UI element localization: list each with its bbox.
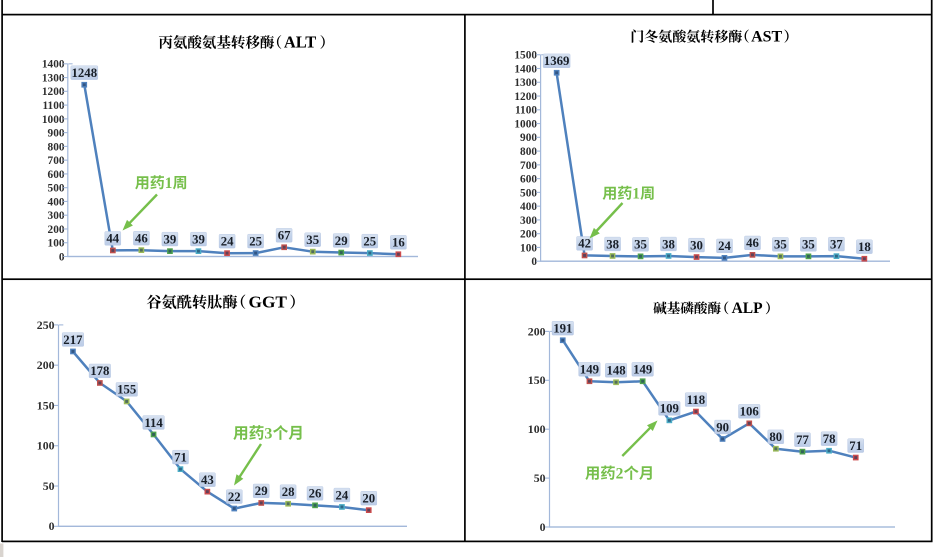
svg-text:1300: 1300: [42, 73, 65, 85]
svg-text:106: 106: [740, 405, 760, 419]
svg-text:0: 0: [49, 519, 55, 533]
svg-text:18: 18: [858, 240, 871, 254]
svg-text:114: 114: [144, 416, 163, 430]
svg-text:100: 100: [528, 422, 546, 436]
svg-text:191: 191: [553, 322, 572, 336]
svg-text:600: 600: [520, 174, 537, 186]
svg-text:25: 25: [363, 234, 376, 248]
svg-text:800: 800: [48, 141, 65, 153]
svg-text:700: 700: [520, 160, 537, 172]
svg-text:42: 42: [578, 237, 591, 251]
svg-text:1100: 1100: [43, 100, 65, 112]
svg-text:2: 2: [616, 466, 624, 483]
svg-text:700: 700: [48, 155, 65, 167]
svg-text:16: 16: [392, 236, 405, 250]
svg-text:900: 900: [48, 128, 65, 140]
svg-text:100: 100: [520, 242, 537, 254]
svg-text:1369: 1369: [544, 54, 570, 68]
svg-text:149: 149: [580, 363, 599, 377]
svg-text:1100: 1100: [515, 105, 537, 117]
svg-text:178: 178: [90, 364, 109, 378]
svg-text:1200: 1200: [42, 86, 65, 98]
svg-text:1: 1: [165, 175, 173, 192]
svg-text:28: 28: [282, 485, 295, 499]
svg-text:20: 20: [362, 492, 375, 506]
svg-text:24: 24: [221, 235, 234, 249]
svg-text:1000: 1000: [42, 114, 65, 126]
svg-text:24: 24: [718, 239, 731, 253]
svg-text:150: 150: [37, 398, 55, 412]
svg-text:37: 37: [830, 237, 843, 251]
svg-text:22: 22: [228, 490, 241, 504]
svg-text:30: 30: [690, 238, 703, 252]
svg-text:148: 148: [606, 364, 625, 378]
svg-text:217: 217: [63, 333, 83, 347]
svg-text:900: 900: [520, 132, 537, 144]
svg-text:80: 80: [769, 430, 782, 444]
svg-text:1500: 1500: [514, 50, 537, 62]
svg-text:118: 118: [687, 393, 706, 407]
svg-text:71: 71: [849, 439, 862, 453]
svg-text:35: 35: [774, 238, 787, 252]
svg-text:39: 39: [192, 232, 205, 246]
svg-text:38: 38: [662, 237, 675, 251]
svg-text:300: 300: [48, 210, 65, 222]
svg-text:71: 71: [174, 450, 187, 464]
svg-text:155: 155: [117, 383, 136, 397]
svg-text:109: 109: [660, 402, 679, 416]
svg-text:500: 500: [48, 183, 65, 195]
svg-text:67: 67: [278, 229, 291, 243]
svg-text:200: 200: [520, 229, 537, 241]
svg-text:150: 150: [528, 373, 546, 387]
svg-text:1: 1: [632, 186, 640, 203]
svg-text:50: 50: [43, 479, 55, 493]
svg-text:AST: AST: [751, 29, 782, 46]
svg-text:100: 100: [37, 439, 55, 453]
svg-text:1300: 1300: [514, 77, 537, 89]
svg-text:ALP: ALP: [732, 300, 764, 317]
svg-text:38: 38: [606, 237, 619, 251]
svg-text:25: 25: [249, 234, 262, 248]
svg-text:46: 46: [746, 236, 759, 250]
svg-text:600: 600: [48, 169, 65, 181]
svg-text:200: 200: [37, 358, 55, 372]
svg-text:300: 300: [520, 215, 537, 227]
svg-text:1000: 1000: [514, 119, 537, 131]
svg-text:0: 0: [540, 520, 546, 534]
svg-text:46: 46: [135, 232, 148, 246]
svg-text:44: 44: [106, 232, 119, 246]
svg-text:500: 500: [520, 187, 537, 199]
svg-text:78: 78: [823, 432, 836, 446]
svg-text:24: 24: [336, 488, 349, 502]
svg-text:35: 35: [802, 238, 815, 252]
svg-text:29: 29: [255, 484, 268, 498]
svg-text:250: 250: [37, 318, 55, 332]
svg-text:50: 50: [534, 471, 546, 485]
svg-text:3: 3: [264, 426, 272, 443]
svg-text:35: 35: [634, 238, 647, 252]
svg-text:26: 26: [309, 487, 322, 501]
svg-text:100: 100: [48, 238, 65, 250]
svg-text:400: 400: [520, 201, 537, 213]
svg-text:400: 400: [48, 196, 65, 208]
svg-text:0: 0: [531, 256, 537, 268]
svg-text:149: 149: [633, 363, 652, 377]
svg-text:200: 200: [48, 224, 65, 236]
svg-text:1200: 1200: [514, 91, 537, 103]
svg-text:1400: 1400: [42, 59, 65, 71]
svg-text:29: 29: [335, 234, 348, 248]
svg-text:0: 0: [59, 251, 65, 263]
svg-text:800: 800: [520, 146, 537, 158]
svg-text:1400: 1400: [514, 63, 537, 75]
svg-text:90: 90: [716, 420, 729, 434]
svg-text:1248: 1248: [72, 66, 98, 80]
svg-text:43: 43: [201, 473, 214, 487]
svg-text:77: 77: [796, 433, 809, 447]
svg-text:35: 35: [306, 233, 319, 247]
svg-text:ALT: ALT: [284, 33, 316, 52]
svg-text:200: 200: [528, 324, 546, 338]
svg-text:GGT: GGT: [249, 293, 288, 312]
svg-text:39: 39: [164, 232, 177, 246]
